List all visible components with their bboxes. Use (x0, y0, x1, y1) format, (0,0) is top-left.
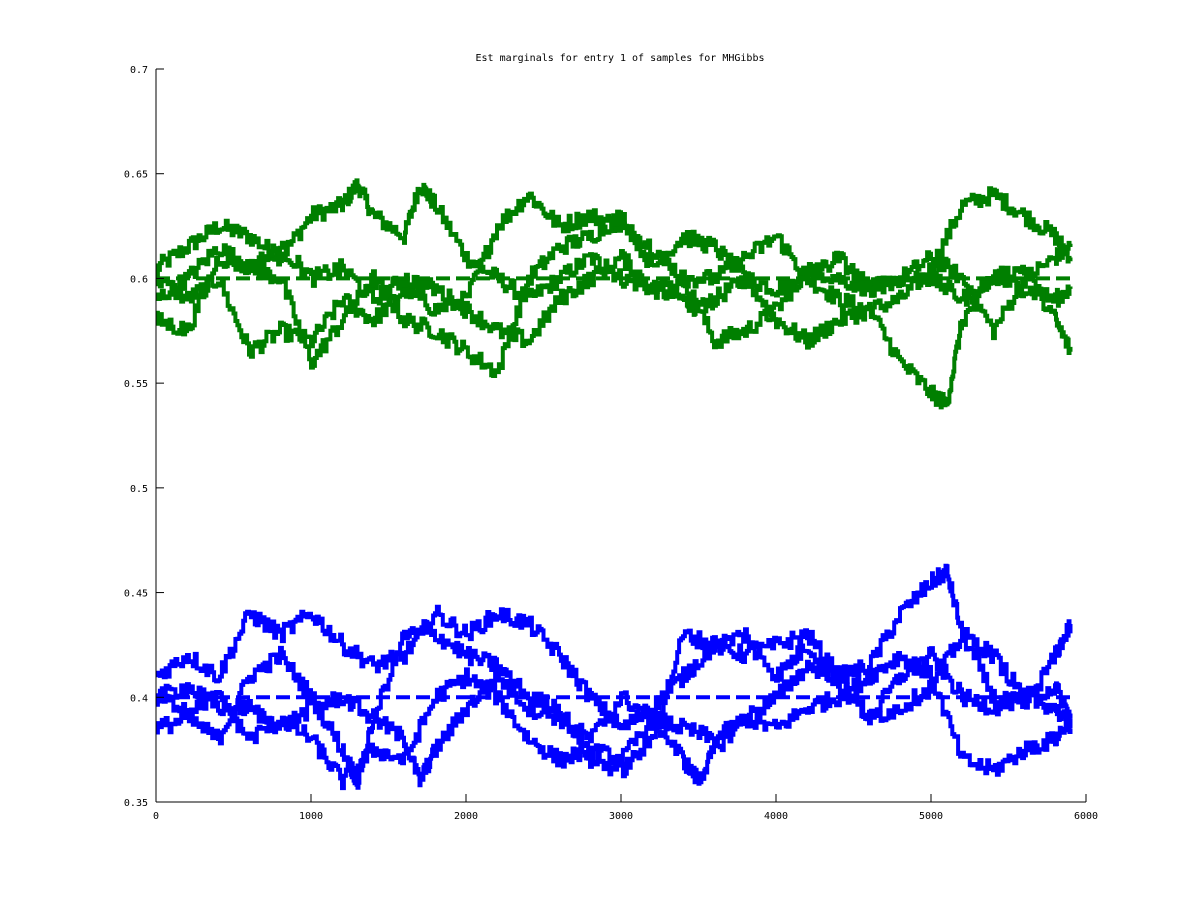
x-tick-label: 0 (153, 811, 159, 822)
x-tick-label: 2000 (454, 811, 478, 822)
y-tick-label: 0.55 (124, 379, 148, 390)
x-tick-label: 3000 (609, 811, 633, 822)
y-tick-label: 0.6 (130, 274, 148, 285)
y-tick-label: 0.45 (124, 589, 148, 600)
y-tick-label: 0.5 (130, 484, 148, 495)
y-tick-label: 0.65 (124, 170, 148, 181)
y-tick-label: 0.7 (130, 65, 148, 76)
y-tick-label: 0.35 (124, 798, 148, 809)
x-tick-label: 4000 (764, 811, 788, 822)
y-tick-label: 0.4 (130, 693, 148, 704)
chart-title: Est marginals for entry 1 of samples for… (476, 53, 765, 64)
x-tick-label: 1000 (299, 811, 323, 822)
x-tick-label: 5000 (919, 811, 943, 822)
x-tick-label: 6000 (1074, 811, 1098, 822)
